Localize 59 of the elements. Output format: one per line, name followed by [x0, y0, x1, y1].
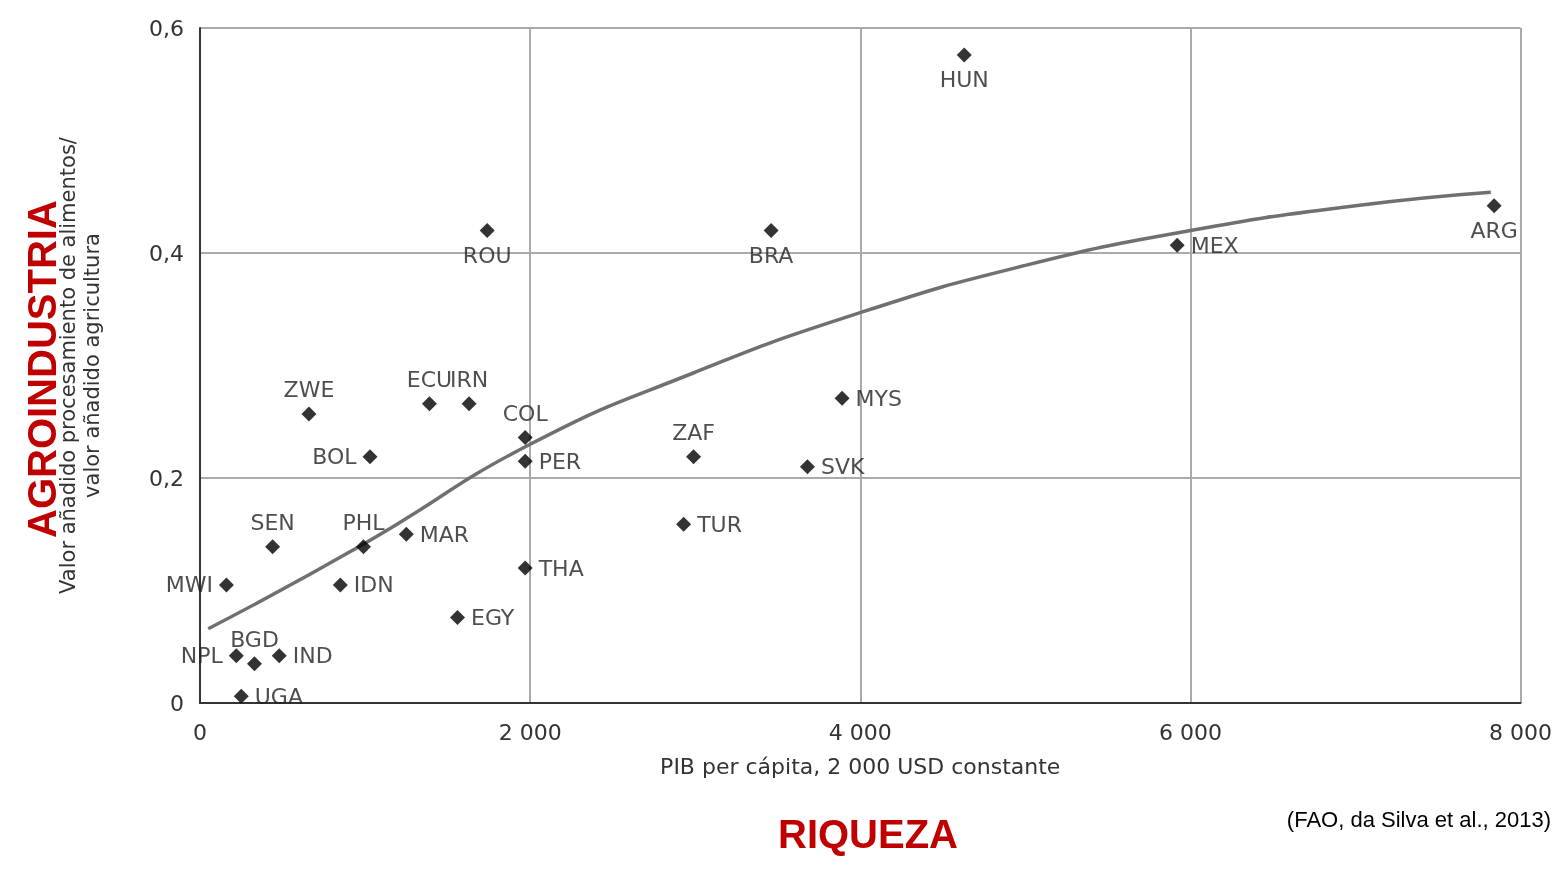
data-label: HUN [939, 67, 989, 92]
data-label: SEN [250, 509, 295, 535]
point [763, 223, 779, 238]
point [686, 449, 702, 465]
point [332, 577, 348, 593]
point [479, 223, 495, 238]
point [1169, 237, 1185, 253]
data-label: SVK [820, 454, 865, 480]
data-label: BRA [748, 242, 794, 268]
data-label: ROU [462, 242, 512, 268]
x-tick-label: 6 000 [1158, 719, 1222, 745]
point [450, 610, 465, 625]
point [355, 539, 371, 555]
point [517, 560, 533, 576]
data-label: THA [537, 555, 584, 581]
point [421, 396, 437, 412]
x-tick-label: 8 000 [1489, 719, 1552, 745]
data-label: BOL [312, 444, 358, 470]
data-label: PHL [342, 509, 386, 535]
point [246, 656, 262, 672]
point [834, 390, 850, 406]
point [956, 47, 972, 63]
data-label: MEX [1190, 232, 1239, 258]
point [461, 396, 477, 412]
x-axis-title: PIB per cápita, 2 000 USD constante [660, 753, 1061, 779]
data-label: TUR [696, 511, 742, 537]
point [362, 449, 378, 465]
point [228, 648, 244, 664]
x-tick-label: 0 [193, 719, 207, 745]
x-tick-label: 2 000 [498, 719, 562, 745]
point [265, 539, 281, 555]
data-label: EGY [471, 605, 515, 630]
point [676, 516, 692, 532]
y-tick-label: 0,4 [149, 240, 184, 266]
data-label: IND [292, 643, 333, 669]
y-tick-label: 0 [170, 690, 184, 716]
data-label: ZWE [283, 376, 335, 402]
data-label: ARG [1470, 217, 1518, 243]
point [517, 430, 533, 445]
text: RIQUEZA [778, 812, 958, 856]
point [301, 406, 317, 422]
point [233, 688, 249, 704]
data-label: PER [538, 448, 582, 474]
data-label: BGD [230, 626, 279, 652]
point [398, 526, 414, 542]
data-label: ZAF [672, 419, 715, 445]
point [218, 577, 234, 593]
y-tick-label: 0,6 [149, 15, 184, 41]
y-tick-label: 0,2 [149, 465, 184, 491]
data-label: MYS [855, 385, 902, 411]
point [1486, 198, 1502, 214]
data-label: COL [502, 400, 549, 426]
data-label: MAR [419, 521, 470, 547]
point [799, 459, 815, 475]
point [517, 453, 533, 469]
point [271, 648, 287, 664]
text: (FAO, da Silva et al., 2013) [1286, 806, 1552, 832]
x-tick-label: 4 000 [828, 719, 892, 745]
data-label: IDN [353, 572, 394, 598]
